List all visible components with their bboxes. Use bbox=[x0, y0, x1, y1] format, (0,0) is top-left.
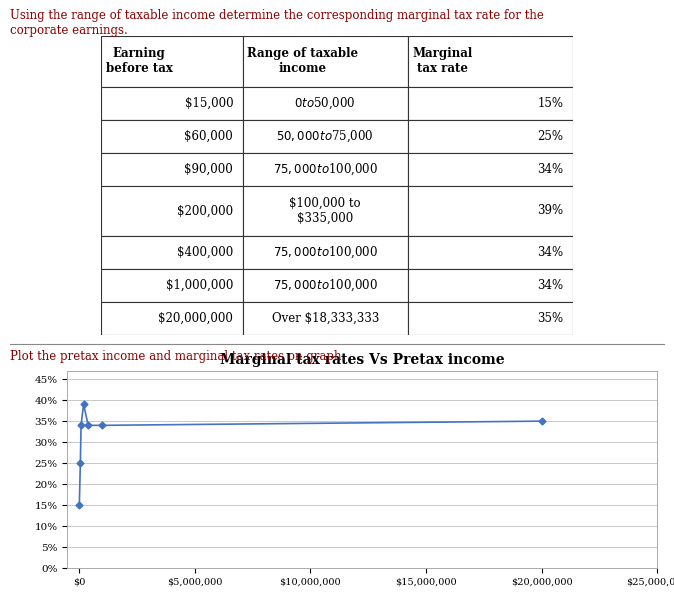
Text: 34%: 34% bbox=[537, 246, 563, 259]
Bar bbox=[408, 186, 573, 236]
Text: $200,000: $200,000 bbox=[177, 205, 233, 218]
Text: $75,000 to $100,000: $75,000 to $100,000 bbox=[273, 277, 377, 293]
Bar bbox=[243, 120, 408, 153]
Bar bbox=[101, 302, 243, 335]
Bar bbox=[243, 153, 408, 186]
Text: $75,000 to $100,000: $75,000 to $100,000 bbox=[273, 245, 377, 260]
Bar bbox=[408, 120, 573, 153]
Text: 15%: 15% bbox=[537, 97, 563, 110]
Bar bbox=[101, 186, 243, 236]
Text: $0 to $50,000: $0 to $50,000 bbox=[295, 96, 356, 111]
Text: Plot the pretax income and marginal tax rates on graph.: Plot the pretax income and marginal tax … bbox=[10, 350, 345, 363]
Bar bbox=[243, 36, 408, 87]
Text: $90,000: $90,000 bbox=[185, 163, 233, 176]
Text: $400,000: $400,000 bbox=[177, 246, 233, 259]
Bar bbox=[101, 36, 243, 87]
Text: $75,000 to $100,000: $75,000 to $100,000 bbox=[273, 162, 377, 178]
Bar bbox=[243, 302, 408, 335]
Text: 35%: 35% bbox=[537, 312, 563, 325]
Text: Over $18,333,333: Over $18,333,333 bbox=[272, 312, 379, 325]
Bar bbox=[101, 269, 243, 302]
Text: 34%: 34% bbox=[537, 163, 563, 176]
Bar bbox=[408, 153, 573, 186]
Bar bbox=[101, 153, 243, 186]
Text: Marginal
tax rate: Marginal tax rate bbox=[412, 47, 472, 75]
Text: Range of taxable
income: Range of taxable income bbox=[247, 47, 359, 75]
Text: $20,000,000: $20,000,000 bbox=[158, 312, 233, 325]
Text: $100,000 to
$335,000: $100,000 to $335,000 bbox=[289, 197, 361, 225]
Text: $60,000: $60,000 bbox=[185, 130, 233, 143]
Text: Earning
before tax: Earning before tax bbox=[106, 47, 173, 75]
Text: $1,000,000: $1,000,000 bbox=[166, 279, 233, 292]
Bar bbox=[243, 186, 408, 236]
Title: Marginal tax rates Vs Pretax income: Marginal tax rates Vs Pretax income bbox=[220, 353, 505, 367]
Text: 34%: 34% bbox=[537, 279, 563, 292]
Bar bbox=[408, 87, 573, 120]
Text: $15,000: $15,000 bbox=[185, 97, 233, 110]
Bar bbox=[408, 36, 573, 87]
Bar bbox=[243, 87, 408, 120]
Bar bbox=[408, 302, 573, 335]
Text: $50,000 to $75,000: $50,000 to $75,000 bbox=[276, 129, 374, 144]
Bar bbox=[408, 236, 573, 269]
Text: 25%: 25% bbox=[537, 130, 563, 143]
Bar bbox=[243, 269, 408, 302]
Text: Using the range of taxable income determine the corresponding marginal tax rate : Using the range of taxable income determ… bbox=[10, 9, 544, 37]
Bar bbox=[101, 87, 243, 120]
Text: 39%: 39% bbox=[537, 205, 563, 218]
Bar bbox=[101, 236, 243, 269]
Bar bbox=[101, 120, 243, 153]
Bar bbox=[243, 236, 408, 269]
Bar bbox=[408, 269, 573, 302]
